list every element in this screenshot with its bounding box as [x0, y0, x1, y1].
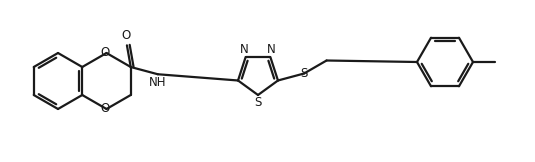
Text: S: S	[300, 67, 308, 80]
Text: O: O	[121, 29, 131, 42]
Text: S: S	[254, 96, 262, 109]
Text: N: N	[267, 43, 276, 56]
Text: NH: NH	[149, 76, 166, 89]
Text: O: O	[101, 46, 110, 59]
Text: N: N	[240, 43, 249, 56]
Text: O: O	[101, 103, 110, 116]
